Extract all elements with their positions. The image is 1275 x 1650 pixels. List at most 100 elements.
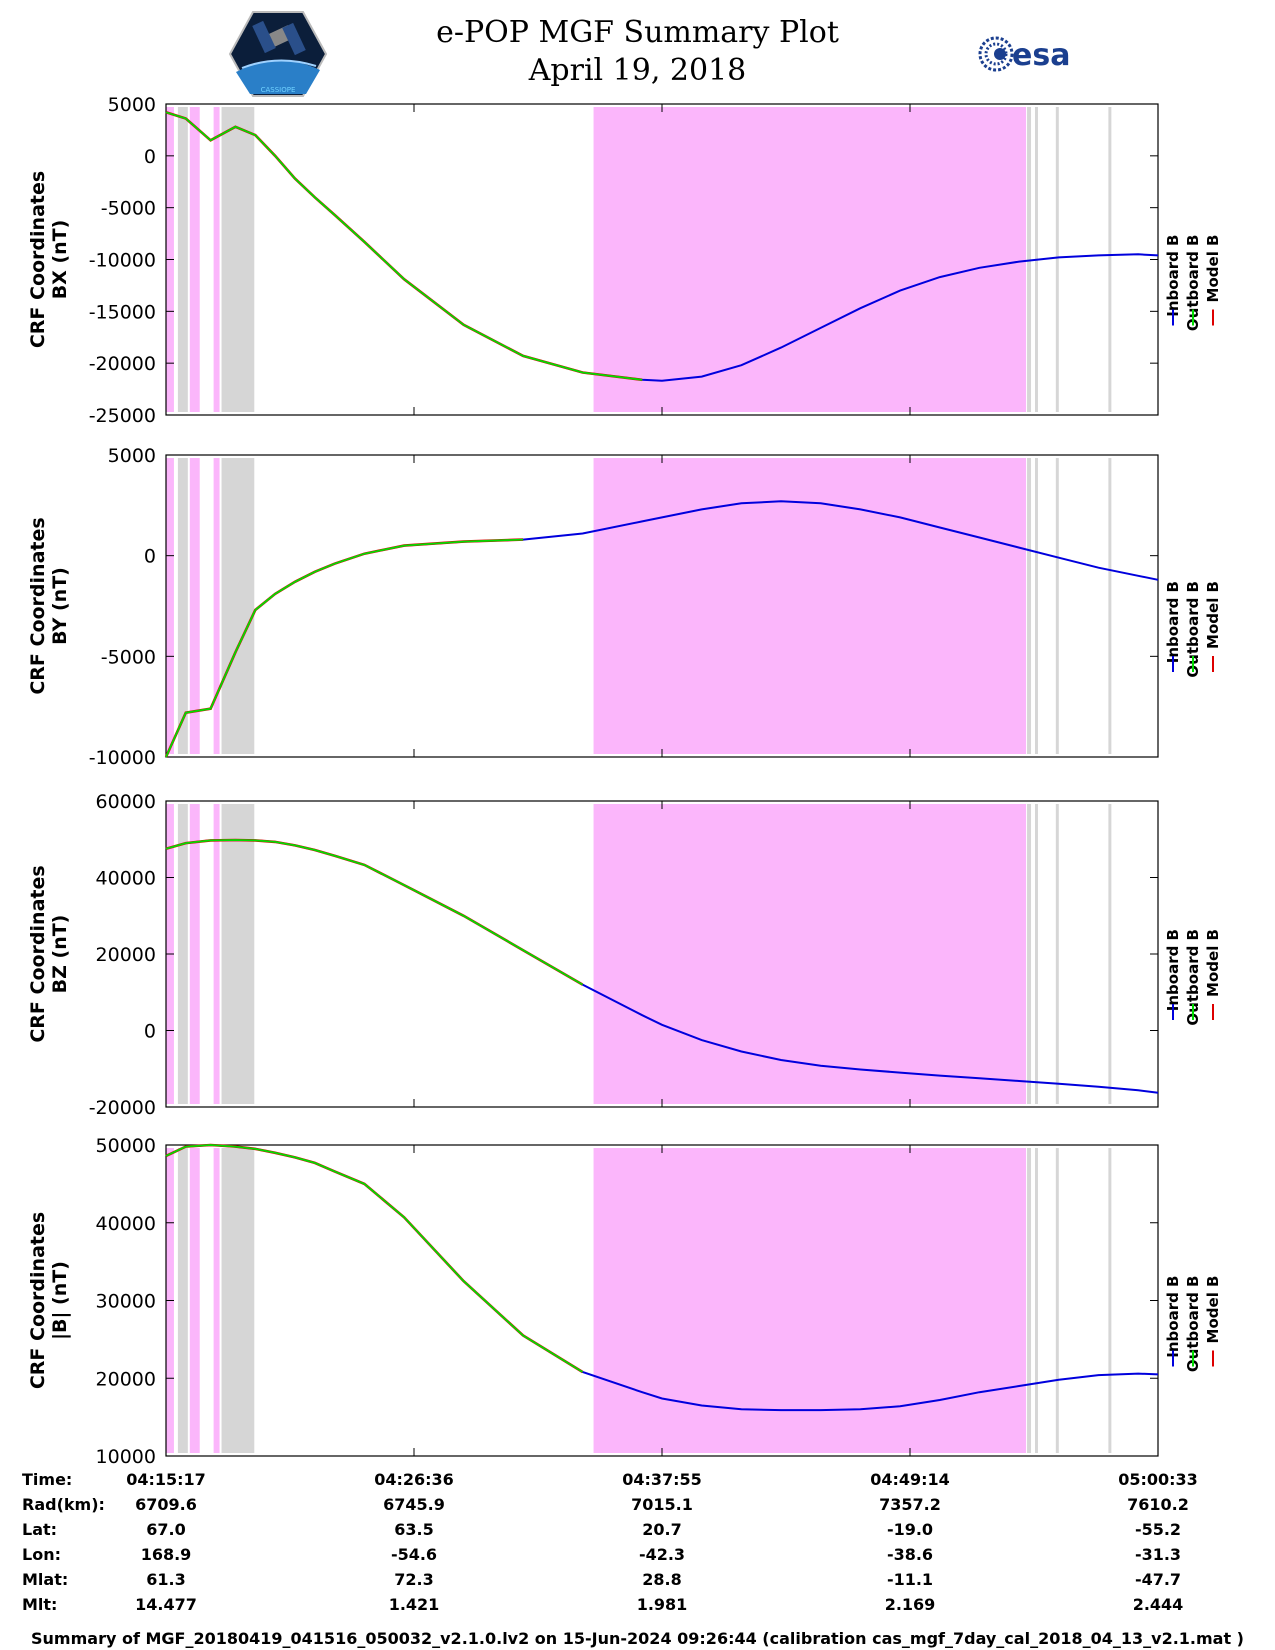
shade-band — [221, 458, 255, 754]
shade-band — [177, 458, 188, 754]
shade-band — [593, 804, 1027, 1104]
y-tick-label: 20000 — [96, 944, 156, 966]
info-row-label: Rad(km): — [22, 1495, 105, 1514]
y-tick-label: -20000 — [89, 353, 156, 375]
y-axis-label: BY (nT) — [49, 567, 71, 645]
shade-band — [1055, 1148, 1059, 1453]
shade-band — [189, 458, 200, 754]
orbit-info-table: Time: 04:15:17 04:26:36 04:37:55 04:49:14 05:… — [0, 1470, 1275, 1638]
y-tick-label: 40000 — [96, 1213, 156, 1235]
info-value: 7015.1 — [631, 1495, 693, 1514]
shade-band — [1108, 1148, 1112, 1453]
legend-label: Model B — [1204, 235, 1222, 303]
info-value: -47.7 — [1134, 1570, 1182, 1589]
shade-band — [1108, 804, 1112, 1104]
info-value: 7357.2 — [879, 1495, 941, 1514]
info-row-label: Mlt: — [22, 1595, 58, 1614]
info-value: 20.7 — [642, 1520, 682, 1539]
shade-band — [213, 107, 220, 412]
y-tick-label: 0 — [144, 546, 156, 568]
shade-band — [213, 804, 220, 1104]
shade-band — [213, 458, 220, 754]
footer-summary: Summary of MGF_20180419_041516_050032_v2… — [31, 1629, 1244, 1648]
y-tick-label: 0 — [144, 1021, 156, 1043]
y-tick-label: -10000 — [89, 250, 156, 272]
shade-band — [189, 107, 200, 412]
outboard-series — [165, 1144, 584, 1373]
info-value: -31.3 — [1134, 1545, 1182, 1564]
outboard-series — [165, 538, 524, 758]
shade-band — [593, 458, 1027, 754]
plot-title-block: e-POP MGF Summary Plot April 19, 2018 — [0, 14, 1275, 90]
y-tick-label: 50000 — [96, 1135, 156, 1157]
y-tick-label: 40000 — [96, 868, 156, 890]
y-tick-label: 5000 — [108, 445, 156, 467]
shade-band — [166, 458, 174, 754]
info-value: 1.421 — [388, 1595, 440, 1614]
legend-label: Outboard B — [1184, 929, 1202, 1026]
y-tick-label: -10000 — [89, 747, 156, 769]
y-tick-label: 10000 — [96, 1446, 156, 1468]
legend-label: Model B — [1204, 1276, 1222, 1344]
shade-band — [177, 107, 188, 412]
y-tick-label: -25000 — [89, 405, 156, 427]
info-value: -11.1 — [886, 1570, 934, 1589]
shade-band — [189, 1148, 200, 1453]
shade-band — [221, 1148, 255, 1453]
info-row-label: Lat: — [22, 1520, 58, 1539]
y-tick-label: 0 — [144, 146, 156, 168]
y-tick-label: 5000 — [108, 94, 156, 116]
legend-label: Inboard B — [1164, 929, 1182, 1011]
shade-band — [593, 107, 1027, 412]
shade-band — [1027, 1148, 1032, 1453]
info-value: 04:37:55 — [622, 1470, 702, 1489]
info-row-label: Lon: — [22, 1545, 61, 1564]
cassiope-logo: CASSIOPE — [228, 11, 328, 97]
info-row-label: Time: — [22, 1470, 73, 1489]
plot-title: e-POP MGF Summary Plot — [436, 15, 839, 50]
info-value: 63.5 — [394, 1520, 434, 1539]
shade-band — [1055, 107, 1059, 412]
y-tick-label: -20000 — [89, 1097, 156, 1119]
shade-band — [1108, 458, 1112, 754]
info-value: -19.0 — [886, 1520, 934, 1539]
shade-band — [1027, 458, 1032, 754]
y-axis-label: BZ (nT) — [49, 915, 71, 994]
y-tick-label: -15000 — [89, 301, 156, 323]
shade-band — [177, 804, 188, 1104]
info-value: 05:00:33 — [1118, 1470, 1198, 1489]
shade-band — [213, 1148, 220, 1453]
info-value: -54.6 — [390, 1545, 438, 1564]
legend-label: Model B — [1204, 929, 1222, 997]
y-axis-label: CRF Coordinates — [27, 1212, 49, 1389]
y-tick-label: 20000 — [96, 1368, 156, 1390]
shade-band — [221, 804, 255, 1104]
y-axis-label: BX (nT) — [49, 220, 71, 300]
info-value: 2.444 — [1132, 1595, 1184, 1614]
info-row-label: Mlat: — [22, 1570, 69, 1589]
shade-band — [1055, 804, 1059, 1104]
info-value: 04:49:14 — [870, 1470, 950, 1489]
cassiope-logo-text: CASSIOPE — [261, 86, 296, 94]
esa-logo: esa — [978, 36, 1070, 73]
info-value: 7610.2 — [1127, 1495, 1189, 1514]
info-value: 61.3 — [146, 1570, 186, 1589]
y-axis-label: |B| (nT) — [49, 1261, 71, 1340]
info-value: 2.169 — [884, 1595, 936, 1614]
shade-band — [1027, 804, 1032, 1104]
info-value: 168.9 — [140, 1545, 192, 1564]
esa-logo-text: esa — [1012, 38, 1070, 73]
legend-label: Outboard B — [1184, 1276, 1202, 1373]
plot-date: April 19, 2018 — [528, 53, 747, 88]
legend-label: Outboard B — [1184, 581, 1202, 678]
shade-band — [593, 1148, 1027, 1453]
legend-label: Model B — [1204, 581, 1222, 649]
info-value: -38.6 — [886, 1545, 934, 1564]
info-value: -55.2 — [1134, 1520, 1182, 1539]
y-axis-label: CRF Coordinates — [27, 517, 49, 694]
info-value: 1.981 — [636, 1595, 688, 1614]
info-value: 14.477 — [135, 1595, 197, 1614]
info-value: 28.8 — [642, 1570, 682, 1589]
shade-band — [1108, 107, 1112, 412]
y-tick-label: -5000 — [101, 646, 156, 668]
